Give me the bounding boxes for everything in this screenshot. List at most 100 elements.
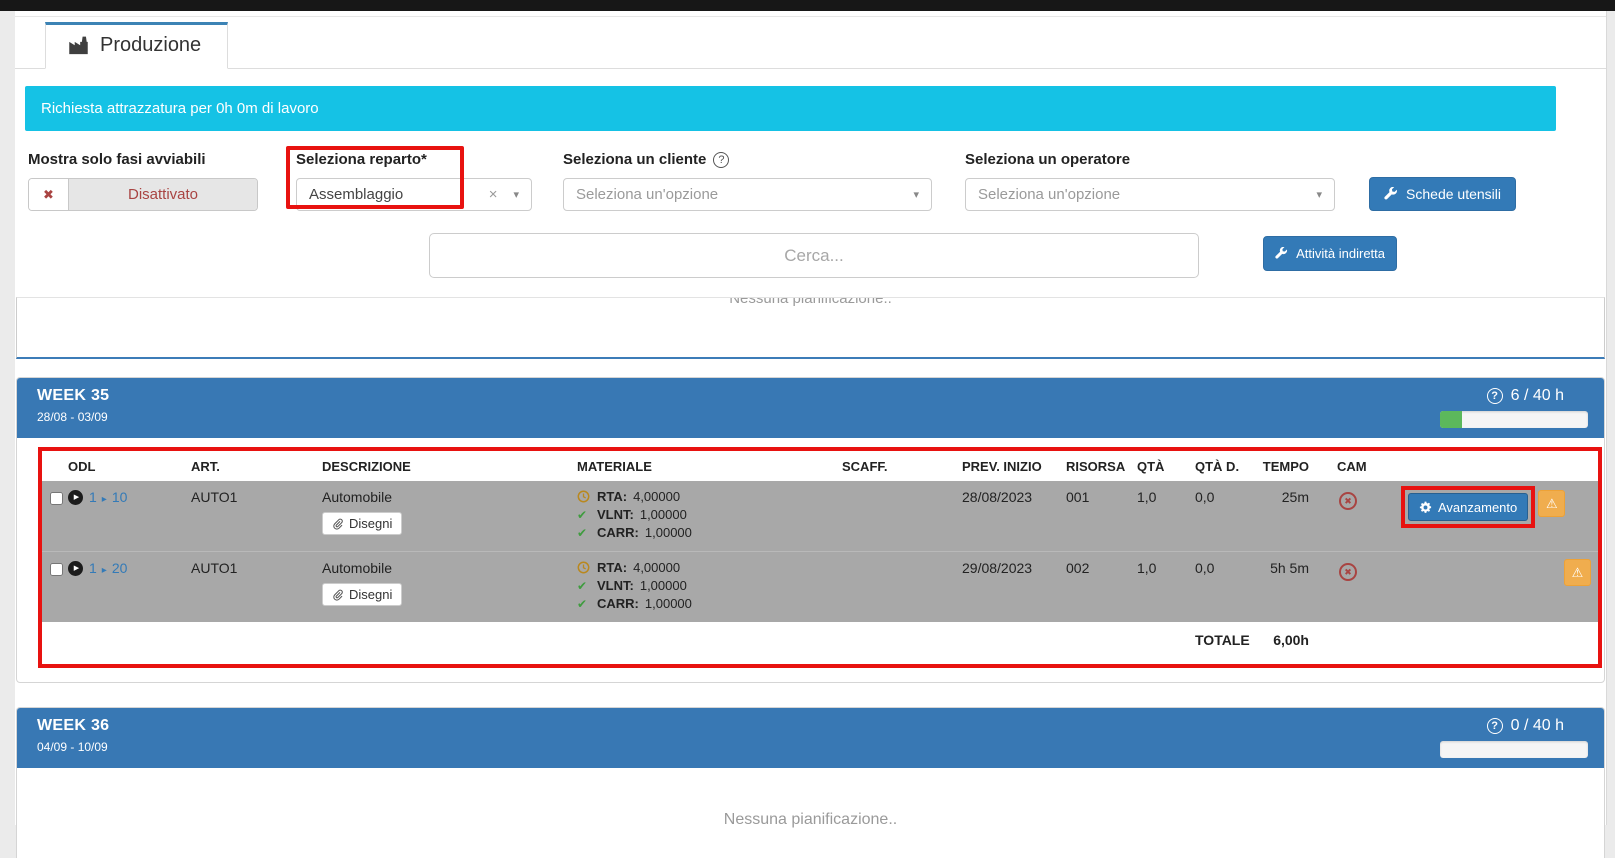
risorsa-cell: 002	[1060, 551, 1131, 622]
cam-blocked-icon: ✖	[1339, 492, 1357, 510]
col-actions	[1395, 451, 1598, 481]
tempo-cell: 5h 5m	[1251, 551, 1315, 622]
week-36-body: Nessuna pianificazione..	[17, 768, 1604, 858]
materiale-label: CARR:	[597, 525, 639, 540]
play-circle-icon: ▶	[68, 560, 83, 576]
materiale-value: 1,00000	[639, 578, 687, 593]
cliente-select[interactable]: Seleziona un'opzione ▾	[563, 178, 932, 211]
search-input[interactable]	[429, 233, 1199, 278]
col-qta-d: QTÀ D.	[1195, 459, 1240, 474]
avanzamento-label: Avanzamento	[1438, 499, 1518, 515]
clear-icon[interactable]: ×	[488, 186, 498, 203]
paperclip-icon	[332, 518, 343, 530]
odl-phase: 1	[89, 560, 97, 576]
week-date-range: 28/08 - 03/09	[37, 410, 108, 424]
toggle-x-icon: ✖	[29, 179, 69, 210]
play-circle-icon: ▶	[68, 489, 83, 505]
step-arrow-icon: ▸	[101, 565, 107, 576]
help-icon: ?	[713, 151, 730, 168]
week-35-header: WEEK 35 28/08 - 03/09 ? 6 / 40 h	[17, 378, 1604, 438]
tab-label: Produzione	[100, 34, 202, 56]
help-icon: ?	[1486, 388, 1503, 404]
check-icon: ✔	[577, 507, 588, 522]
schede-utensili-label: Schede utensili	[1406, 186, 1501, 202]
col-cam: CAM	[1337, 459, 1367, 474]
filter-reparto: Seleziona reparto* Assemblaggio × ▾	[286, 146, 532, 211]
clock-icon	[577, 561, 591, 574]
week-progress-fill	[1440, 411, 1463, 428]
odl-link[interactable]: 1 ▸ 10	[89, 489, 127, 505]
table-row: ▶ 1 ▸ 10 AUTO1 Automobile	[42, 481, 1598, 552]
materiale-value: 4,00000	[633, 560, 681, 575]
check-icon: ✔	[577, 578, 588, 593]
week-progress-bar	[1440, 741, 1588, 758]
chevron-down-icon: ▾	[513, 189, 519, 201]
week-35-body: ODL ART. DESCRIZIONE MATERIALE SCAFF. PR…	[17, 438, 1604, 682]
art-cell: AUTO1	[185, 551, 316, 622]
schede-utensili-button[interactable]: Schede utensili	[1369, 177, 1516, 211]
disegni-button[interactable]: Disegni	[322, 583, 403, 606]
disegni-button[interactable]: Disegni	[322, 512, 403, 535]
tab-bar: Produzione	[15, 22, 1606, 69]
scaff-cell	[836, 551, 956, 622]
week-36-header: WEEK 36 04/09 - 10/09 ? 0 / 40 h	[17, 708, 1604, 768]
tooling-request-banner: Richiesta attrazzatura per 0h 0m di lavo…	[25, 86, 1556, 131]
tempo-cell: 25m	[1281, 489, 1309, 505]
operatore-placeholder: Seleziona un'opzione	[978, 186, 1121, 203]
avanzamento-button[interactable]: Avanzamento	[1408, 493, 1529, 521]
attivita-indiretta-button[interactable]: Attività indiretta	[1263, 236, 1397, 271]
chevron-down-icon: ▾	[913, 189, 919, 201]
filter-operatore: Seleziona un operatore Seleziona un'opzi…	[965, 151, 1335, 211]
descrizione-cell: Automobile	[322, 489, 393, 505]
filter-cliente: Seleziona un cliente ? Seleziona un'opzi…	[563, 151, 932, 211]
reparto-value: Assemblaggio	[309, 186, 404, 203]
qta-cell: 1,0	[1137, 489, 1157, 505]
step-arrow-icon: ▸	[101, 494, 107, 505]
qta-cell: 1,0	[1131, 551, 1189, 622]
materiale-value: 1,00000	[644, 596, 692, 611]
week-hours: 0 / 40 h	[1510, 717, 1564, 734]
row-checkbox[interactable]	[50, 563, 63, 576]
operatore-select[interactable]: Seleziona un'opzione ▾	[965, 178, 1335, 211]
prev-inizio-cell: 29/08/2023	[956, 551, 1060, 622]
col-qta: QTÀ	[1137, 459, 1165, 474]
top-bar	[0, 0, 1615, 11]
avviabili-toggle[interactable]: ✖ Disattivato	[28, 178, 258, 211]
table-annotation-box: ODL ART. DESCRIZIONE MATERIALE SCAFF. PR…	[38, 447, 1602, 668]
week-title: WEEK 35	[37, 387, 110, 404]
table-header-row: ODL ART. DESCRIZIONE MATERIALE SCAFF. PR…	[42, 451, 1598, 481]
warning-button[interactable]: ⚠	[1538, 490, 1566, 517]
materiale-label: RTA:	[597, 560, 628, 575]
scaff-cell	[836, 481, 956, 552]
week-date-range: 04/09 - 10/09	[37, 740, 108, 754]
materiale-label: VLNT:	[597, 507, 634, 522]
filter-avviabili: Mostra solo fasi avviabili ✖ Disattivato	[28, 151, 258, 211]
disegni-label: Disegni	[349, 587, 393, 602]
week-title: WEEK 36	[37, 717, 110, 734]
check-icon: ✔	[577, 596, 588, 611]
week-35-panel: WEEK 35 28/08 - 03/09 ? 6 / 40 h	[16, 377, 1605, 683]
wrench-icon	[1384, 187, 1398, 201]
row-checkbox[interactable]	[50, 492, 63, 505]
col-materiale: MATERIALE	[577, 459, 652, 474]
odl-operation: 10	[111, 489, 128, 505]
odl-link[interactable]: 1 ▸ 20	[89, 560, 127, 576]
warning-button[interactable]: ⚠	[1564, 559, 1591, 586]
col-check	[42, 451, 62, 481]
avanzamento-annotation-box: Avanzamento	[1401, 486, 1536, 528]
empty-planning-text: Nessuna pianificazione..	[723, 811, 898, 828]
scrolled-week-panel: Nessuna pianificazione..	[16, 297, 1605, 359]
reparto-select[interactable]: Assemblaggio × ▾	[296, 178, 532, 211]
col-tempo: TEMPO	[1262, 459, 1309, 474]
totale-label: TOTALE	[1189, 622, 1251, 664]
odl-operation: 20	[111, 560, 128, 576]
materiale-value: 1,00000	[644, 525, 692, 540]
chevron-down-icon: ▾	[1316, 189, 1322, 201]
paperclip-icon	[332, 589, 343, 601]
col-risorsa: RISORSA	[1066, 459, 1126, 474]
col-odl: ODL	[68, 459, 96, 474]
materiale-value: 1,00000	[639, 507, 687, 522]
tab-produzione[interactable]: Produzione	[45, 22, 229, 69]
cliente-placeholder: Seleziona un'opzione	[576, 186, 719, 203]
materiale-value: 4,00000	[633, 489, 681, 504]
